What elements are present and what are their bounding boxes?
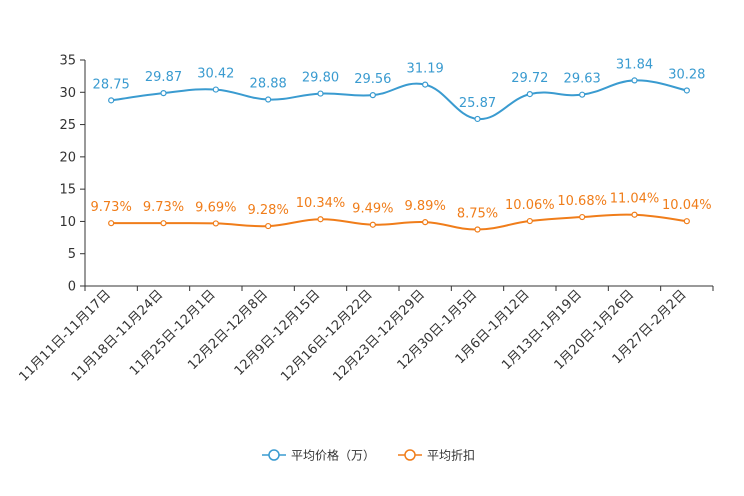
legend-label: 平均价格（万）	[291, 448, 375, 463]
chart-series	[108, 77, 690, 233]
y-tick-label: 30	[59, 86, 76, 101]
data-label: 31.19	[407, 62, 444, 77]
data-label: 29.80	[302, 71, 339, 86]
data-label: 28.88	[250, 77, 287, 92]
data-point	[108, 220, 115, 227]
data-point	[212, 220, 219, 227]
x-tick-label: 11月11日-11月17日	[17, 287, 114, 384]
data-point	[369, 92, 376, 99]
data-point	[160, 220, 167, 227]
series-line-2	[111, 213, 687, 231]
data-label: 9.73%	[143, 200, 184, 215]
data-point	[212, 86, 219, 93]
chart-legend[interactable]: 平均价格（万） 平均折扣	[262, 448, 475, 463]
data-label: 8.75%	[457, 207, 498, 222]
data-label: 29.63	[564, 72, 601, 87]
chart-axes: 0 5 10 15 20 25 30 35 11月11日-11月17日11月18日-11月24日…	[17, 54, 714, 385]
data-point	[474, 115, 481, 123]
data-label: 10.06%	[505, 198, 555, 213]
x-tick-label: 12月16日-12月22日	[278, 287, 375, 384]
data-label: 29.56	[354, 72, 391, 87]
data-label: 30.28	[668, 67, 705, 82]
data-label: 28.75	[93, 77, 130, 92]
data-point	[631, 77, 638, 84]
data-label: 9.73%	[91, 200, 132, 215]
data-point	[631, 211, 638, 218]
chart-data-labels: 28.75 29.87 30.42 28.88 29.80 29.56 31.19 25.87…	[91, 57, 712, 221]
data-point	[317, 90, 324, 97]
data-label: 10.34%	[296, 196, 346, 211]
y-tick-label: 5	[68, 247, 76, 262]
legend-label: 平均折扣	[427, 448, 475, 463]
data-point	[422, 81, 429, 88]
data-label: 10.68%	[557, 194, 607, 209]
y-tick-label: 10	[59, 215, 76, 230]
legend-marker	[268, 449, 280, 461]
data-point	[265, 96, 272, 103]
data-label: 30.42	[197, 67, 234, 82]
x-tick-label: 12月23日-12月29日	[331, 287, 428, 384]
data-point	[526, 217, 533, 225]
data-label: 9.49%	[352, 202, 393, 217]
data-label: 25.87	[459, 96, 496, 111]
data-label: 10.04%	[662, 198, 712, 213]
data-point	[474, 226, 481, 233]
data-point	[108, 97, 115, 104]
data-point	[160, 90, 167, 97]
data-label: 29.72	[511, 71, 548, 86]
data-point	[265, 222, 272, 230]
y-tick-label: 35	[59, 54, 76, 69]
data-label: 29.87	[145, 70, 182, 85]
data-point	[526, 90, 533, 98]
y-tick-label: 15	[59, 183, 76, 198]
y-tick-label: 20	[59, 150, 76, 165]
data-point	[369, 221, 376, 228]
y-tick-label: 25	[59, 118, 76, 133]
data-label: 31.84	[616, 57, 653, 72]
legend-marker	[404, 449, 416, 461]
legend-item-1[interactable]: 平均价格（万）	[262, 448, 375, 463]
data-label: 9.28%	[248, 203, 289, 218]
data-label: 9.89%	[405, 199, 446, 214]
data-label: 11.04%	[610, 192, 660, 207]
data-point	[579, 213, 586, 221]
legend-item-2[interactable]: 平均折扣	[398, 448, 475, 463]
data-point	[579, 91, 586, 98]
data-point	[422, 219, 429, 226]
y-tick-label: 0	[68, 280, 76, 295]
data-label: 9.69%	[195, 200, 236, 215]
data-point	[683, 87, 690, 94]
data-point	[317, 216, 324, 223]
data-point	[683, 218, 690, 225]
x-tick-label: 11月18日-11月24日	[69, 287, 166, 384]
